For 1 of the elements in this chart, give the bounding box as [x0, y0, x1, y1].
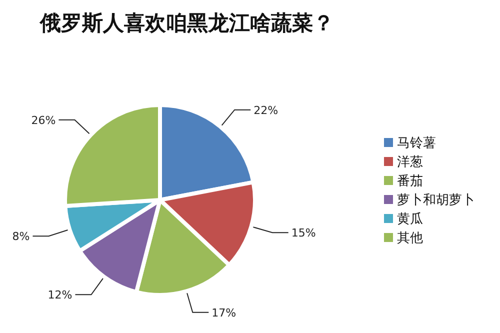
title: 俄罗斯人喜欢咱黑龙江啥蔬菜？: [40, 10, 334, 35]
